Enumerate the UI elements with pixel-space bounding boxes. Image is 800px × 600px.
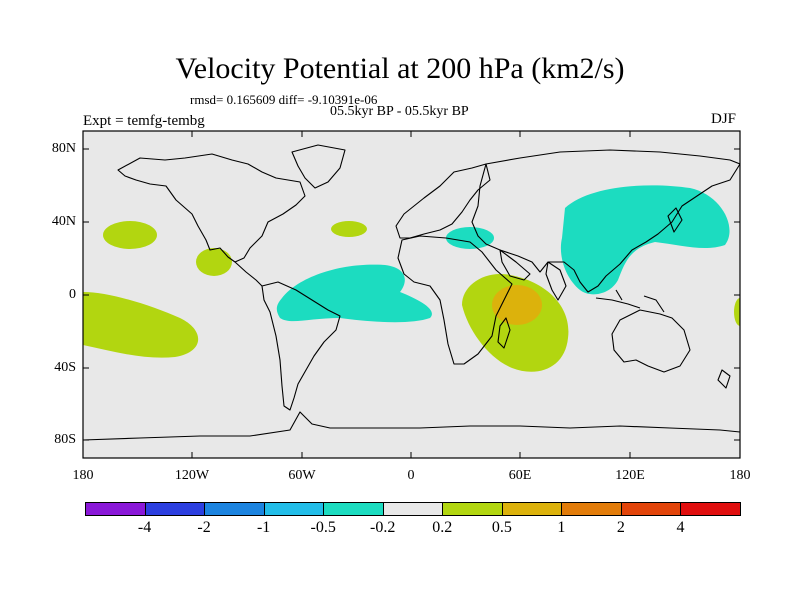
colorbar-box (85, 502, 146, 516)
colorbar-label: 1 (557, 519, 566, 536)
south-america-coast (261, 281, 341, 411)
axis-ticks (83, 131, 740, 458)
new-zealand-coast (717, 369, 731, 389)
colorbar-box (501, 502, 563, 516)
colorbar-label: -1 (256, 519, 271, 536)
north-pacific-positive (103, 221, 157, 249)
colorbar-label: -0.2 (370, 519, 396, 536)
lon-label-0: 0 (407, 468, 415, 483)
indian-ocean-maximum (492, 285, 542, 325)
asia-negative (560, 185, 730, 295)
east-edge-positive (734, 298, 740, 326)
period-label: 05.5kyr BP - 05.5kyr BP (330, 104, 469, 119)
colorbar-box (680, 502, 742, 516)
lat-label-80s: 80S (54, 432, 76, 447)
indian-ocean-positive (462, 274, 569, 372)
colorbar-box (204, 502, 265, 516)
north-america-coast (117, 153, 306, 263)
japan-coast (667, 207, 683, 233)
madagascar-coast (497, 317, 511, 349)
experiment-label: Expt = temfg-tembg (83, 113, 205, 129)
central-america-coast (234, 261, 263, 287)
lon-label-120w: 120W (174, 468, 210, 483)
lon-label-180-east: 180 (729, 468, 751, 483)
atlantic-negative (276, 264, 432, 323)
coastlines (83, 144, 740, 441)
africa-coast (397, 235, 513, 365)
europe-coast (395, 163, 491, 239)
lon-label-180-west: 180 (72, 468, 94, 483)
colorbar-label: -0.5 (310, 519, 336, 536)
lon-label-60w: 60W (288, 468, 316, 483)
colorbar-label: 0.5 (491, 519, 512, 536)
colorbar-box (382, 502, 444, 516)
australia-coast (611, 309, 691, 373)
colorbar-box (144, 502, 206, 516)
lat-label-40n: 40N (51, 214, 76, 229)
indonesia-coast (595, 289, 665, 313)
lon-label-60e: 60E (508, 468, 532, 483)
mediterranean-negative (446, 227, 494, 249)
lat-label-80n: 80N (51, 141, 76, 156)
lon-label-120e: 120E (615, 468, 645, 483)
india-coast (545, 261, 567, 301)
colorbar-box (442, 502, 503, 516)
greenland-coast (291, 144, 346, 189)
arabia-coast (499, 249, 531, 281)
lat-label-0: 0 (69, 287, 76, 302)
lat-label-40s: 40S (54, 360, 76, 375)
colorbar-label: -4 (137, 519, 152, 536)
colorbar-label: -2 (197, 519, 211, 536)
antarctica-coast (83, 411, 740, 441)
map-frame (82, 130, 741, 459)
negative-anomaly-regions (276, 185, 730, 323)
colorbar-label: 4 (676, 519, 685, 536)
mexico-positive (196, 248, 232, 276)
colorbar-label: 2 (616, 519, 625, 536)
season-label: DJF (711, 111, 737, 127)
colorbar-box (323, 502, 384, 516)
colorbar-box (620, 502, 682, 516)
atlantic-positive (331, 221, 367, 237)
south-pacific-positive (83, 292, 199, 358)
colorbar-box (263, 502, 325, 516)
asia-coast (471, 149, 740, 293)
colorbar-label: 0.2 (432, 519, 453, 536)
map-title: Velocity Potential at 200 hPa (km2/s) (175, 52, 625, 85)
positive-anomaly-regions (83, 221, 740, 372)
colorbar (85, 502, 742, 516)
colorbar-box (561, 502, 622, 516)
rmsd-diff-stats: rmsd= 0.165609 diff= -9.10391e-06 (190, 92, 378, 107)
map-background (83, 131, 740, 458)
